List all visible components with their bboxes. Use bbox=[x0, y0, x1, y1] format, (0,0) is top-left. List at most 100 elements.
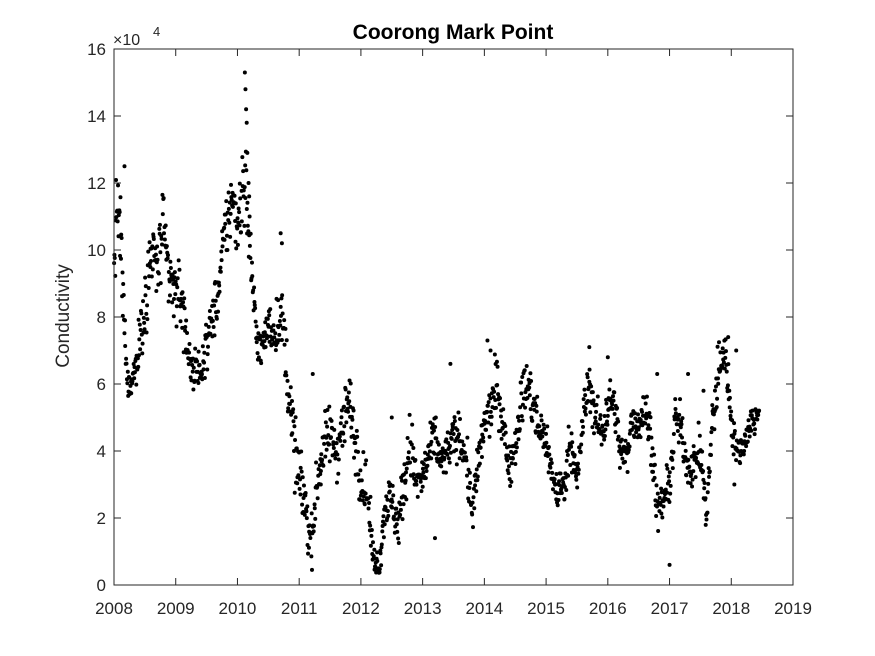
data-point bbox=[675, 429, 680, 434]
data-point bbox=[329, 435, 333, 440]
data-point bbox=[387, 489, 392, 494]
data-point bbox=[519, 391, 524, 396]
data-point bbox=[615, 437, 620, 442]
data-point bbox=[529, 379, 534, 383]
data-point bbox=[130, 379, 135, 384]
data-point bbox=[218, 269, 223, 274]
data-point bbox=[373, 564, 378, 569]
data-point bbox=[117, 210, 122, 215]
data-point bbox=[448, 450, 453, 455]
data-point bbox=[602, 437, 607, 442]
data-point bbox=[676, 417, 681, 421]
data-point bbox=[449, 436, 454, 441]
data-point bbox=[136, 353, 141, 358]
data-point bbox=[180, 325, 185, 330]
data-point bbox=[167, 293, 172, 298]
data-point bbox=[715, 376, 720, 381]
data-point bbox=[148, 264, 153, 269]
data-point bbox=[348, 381, 353, 386]
data-point bbox=[199, 372, 204, 377]
data-point bbox=[436, 442, 441, 447]
data-point bbox=[731, 452, 736, 457]
data-point bbox=[364, 458, 369, 463]
data-point bbox=[753, 427, 758, 432]
data-point bbox=[457, 432, 462, 437]
y-tick-label: 0 bbox=[97, 576, 106, 595]
data-point bbox=[615, 406, 620, 410]
data-point bbox=[454, 448, 459, 453]
data-point bbox=[585, 372, 590, 377]
data-point bbox=[407, 412, 412, 417]
data-point bbox=[525, 396, 530, 401]
data-point bbox=[626, 447, 631, 452]
data-point bbox=[366, 506, 371, 511]
data-point bbox=[206, 344, 210, 349]
data-point bbox=[262, 330, 267, 335]
data-point bbox=[278, 323, 283, 328]
data-point bbox=[189, 378, 194, 383]
data-point bbox=[690, 477, 695, 482]
data-point bbox=[200, 344, 205, 349]
data-point bbox=[136, 364, 141, 369]
data-point bbox=[623, 459, 628, 464]
data-point bbox=[273, 348, 278, 353]
data-point bbox=[325, 408, 330, 413]
data-point bbox=[251, 288, 256, 293]
data-point bbox=[550, 470, 555, 475]
data-point bbox=[661, 504, 666, 509]
data-point bbox=[216, 309, 221, 314]
data-point bbox=[175, 276, 180, 281]
data-point-peak bbox=[587, 345, 592, 350]
data-point bbox=[638, 417, 643, 422]
data-point bbox=[403, 478, 408, 483]
data-point bbox=[385, 497, 390, 502]
data-point bbox=[712, 427, 717, 432]
data-point bbox=[684, 473, 689, 478]
data-point bbox=[183, 325, 188, 330]
data-point bbox=[298, 465, 303, 470]
data-point bbox=[646, 423, 651, 428]
data-point bbox=[286, 406, 291, 411]
data-point bbox=[138, 328, 143, 332]
data-point bbox=[319, 452, 324, 457]
data-point bbox=[473, 483, 478, 488]
data-point bbox=[577, 445, 582, 450]
data-point bbox=[219, 249, 224, 254]
data-point bbox=[263, 345, 268, 350]
data-point bbox=[252, 285, 257, 290]
data-point bbox=[447, 443, 452, 448]
data-point bbox=[326, 433, 331, 438]
data-point bbox=[115, 219, 120, 224]
data-point-peak bbox=[247, 194, 252, 199]
data-point bbox=[311, 529, 316, 534]
data-point bbox=[293, 415, 298, 420]
data-point bbox=[180, 290, 185, 295]
data-point bbox=[717, 340, 721, 345]
data-point bbox=[144, 330, 149, 335]
x-tick-label: 2011 bbox=[281, 599, 318, 618]
data-point bbox=[174, 324, 179, 329]
data-point bbox=[460, 439, 465, 444]
data-point bbox=[485, 403, 490, 408]
data-point bbox=[299, 449, 304, 454]
data-point bbox=[696, 420, 701, 425]
data-point bbox=[356, 449, 361, 454]
data-point bbox=[552, 477, 557, 482]
data-point bbox=[711, 412, 716, 417]
data-point bbox=[332, 427, 337, 432]
data-point bbox=[241, 188, 246, 193]
data-point bbox=[726, 362, 731, 367]
data-point bbox=[268, 307, 273, 312]
data-point bbox=[673, 407, 678, 412]
data-point bbox=[632, 435, 637, 439]
data-point bbox=[118, 195, 123, 200]
data-point bbox=[192, 378, 197, 383]
data-point bbox=[723, 337, 728, 342]
data-point bbox=[479, 455, 484, 460]
x-tick-label: 2013 bbox=[404, 599, 442, 618]
data-point bbox=[610, 406, 615, 411]
data-point bbox=[380, 529, 385, 534]
data-point bbox=[157, 222, 162, 227]
data-point bbox=[501, 407, 506, 412]
